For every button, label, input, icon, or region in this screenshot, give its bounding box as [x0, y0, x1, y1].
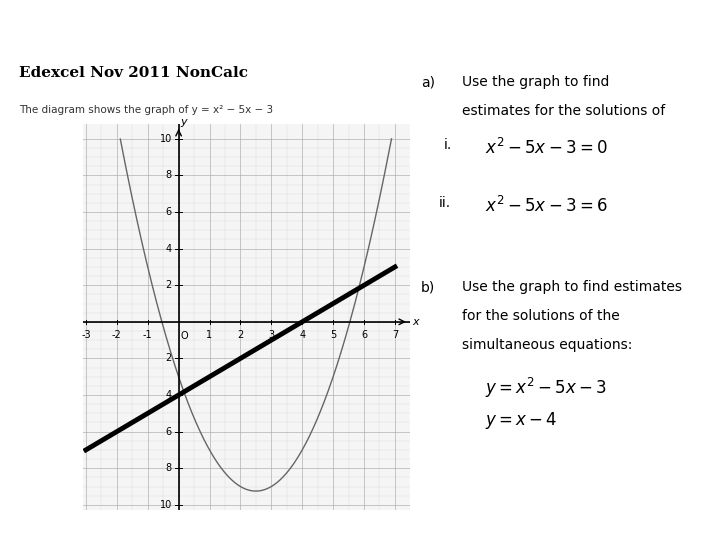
- Text: -1: -1: [143, 330, 153, 340]
- Text: 6: 6: [361, 330, 367, 340]
- Text: $x$: $x$: [412, 317, 421, 327]
- Text: 4: 4: [166, 244, 172, 254]
- Text: 10: 10: [160, 134, 172, 144]
- Text: Edexcel Nov 2011 NonCalc: Edexcel Nov 2011 NonCalc: [19, 66, 248, 80]
- Text: i.: i.: [444, 138, 452, 152]
- Text: b): b): [421, 280, 436, 294]
- Text: 2: 2: [238, 330, 243, 340]
- Text: a): a): [421, 76, 435, 90]
- Text: ii.: ii.: [438, 195, 451, 210]
- Text: 4: 4: [300, 330, 305, 340]
- Text: 6: 6: [166, 207, 172, 217]
- Text: $y = x - 4$: $y = x - 4$: [485, 409, 557, 430]
- Text: for the solutions of the: for the solutions of the: [462, 309, 619, 323]
- Text: 4: 4: [166, 390, 172, 400]
- Text: $y = x^2 - 5x - 3$: $y = x^2 - 5x - 3$: [485, 376, 606, 400]
- Text: -2: -2: [112, 330, 122, 340]
- Text: 5: 5: [330, 330, 336, 340]
- Text: Progress Check (PPQ): Progress Check (PPQ): [9, 12, 300, 36]
- Text: The diagram shows the graph of y = x² − 5x − 3: The diagram shows the graph of y = x² − …: [19, 105, 273, 115]
- Text: 2: 2: [166, 353, 172, 363]
- Text: O: O: [180, 331, 188, 341]
- Text: $x^2 - 5x - 3 = 0$: $x^2 - 5x - 3 = 0$: [485, 138, 607, 158]
- Text: estimates for the solutions of: estimates for the solutions of: [462, 104, 665, 118]
- Text: 8: 8: [166, 171, 172, 180]
- Text: simultaneous equations:: simultaneous equations:: [462, 338, 632, 352]
- Text: Use the graph to find: Use the graph to find: [462, 76, 609, 90]
- Text: 8: 8: [166, 463, 172, 473]
- Text: -3: -3: [81, 330, 91, 340]
- Text: 3: 3: [269, 330, 274, 340]
- Text: 2: 2: [166, 280, 172, 290]
- Text: Use the graph to find estimates: Use the graph to find estimates: [462, 280, 682, 294]
- Text: $y$: $y$: [180, 117, 189, 129]
- Text: 10: 10: [160, 500, 172, 510]
- Text: $x^2 - 5x - 3 = 6$: $x^2 - 5x - 3 = 6$: [485, 195, 607, 216]
- Text: 6: 6: [166, 427, 172, 437]
- Text: 7: 7: [392, 330, 398, 340]
- Text: 1: 1: [207, 330, 212, 340]
